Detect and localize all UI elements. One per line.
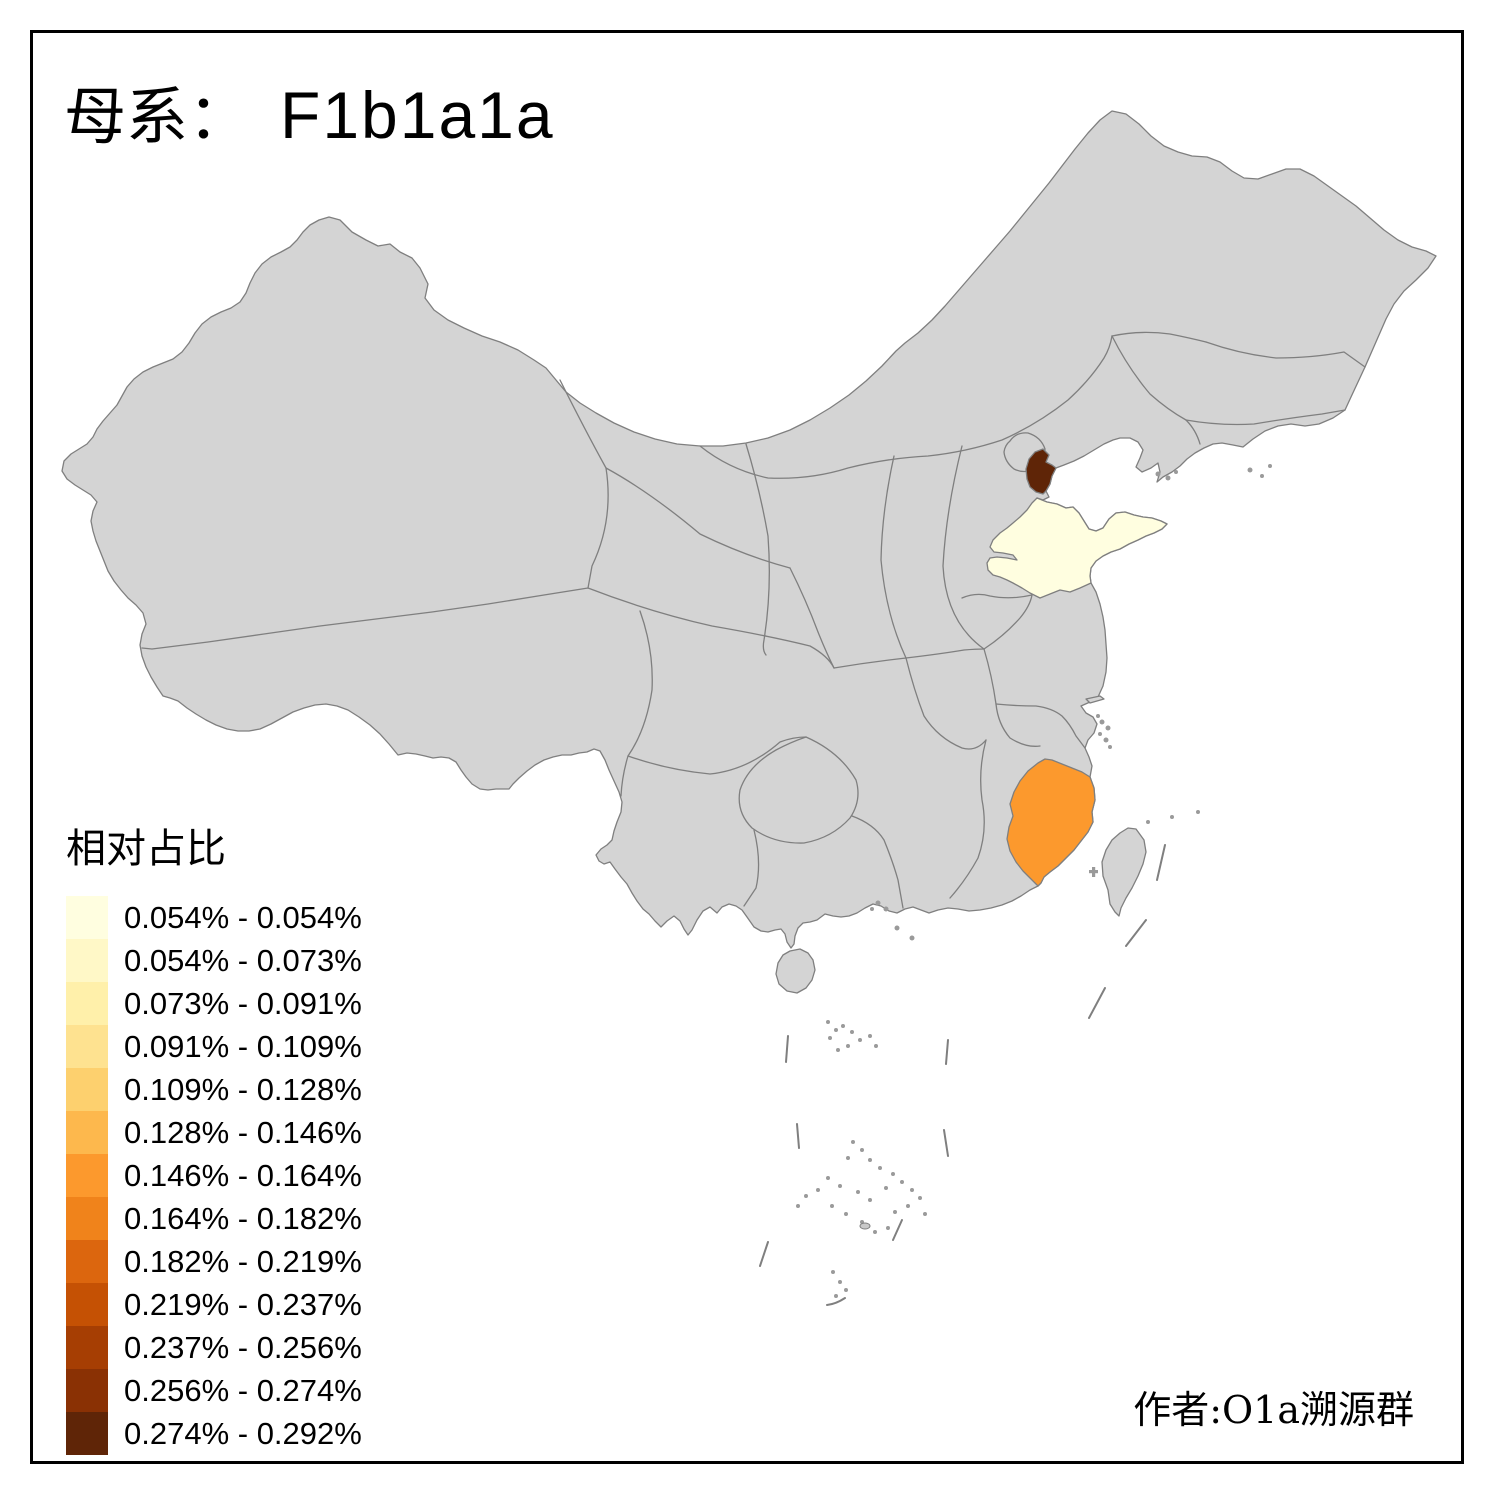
legend-label: 0.146% - 0.164% — [124, 1157, 362, 1193]
author-credit: 作者:O1a溯源群 — [1133, 1388, 1414, 1432]
legend-swatch — [66, 1197, 108, 1240]
hainan-island — [775, 948, 816, 994]
legend-row: 0.182% - 0.219% — [66, 1240, 362, 1283]
legend-swatch — [66, 1025, 108, 1068]
legend-label: 0.073% - 0.091% — [124, 985, 362, 1021]
legend-row: 0.109% - 0.128% — [66, 1068, 362, 1111]
legend-label: 0.109% - 0.128% — [124, 1071, 362, 1107]
taiwan-island — [1101, 827, 1147, 917]
legend-title: 相对占比 — [66, 826, 226, 872]
legend-label: 0.128% - 0.146% — [124, 1114, 362, 1150]
page-title: 母系： F1b1a1a — [64, 66, 555, 156]
legend-label: 0.182% - 0.219% — [124, 1243, 362, 1279]
legend-swatch — [66, 982, 108, 1025]
legend: 相对占比 0.054% - 0.054% 0.054% - 0.073% 0.0… — [66, 816, 362, 1455]
legend-label: 0.219% - 0.237% — [124, 1286, 362, 1322]
legend-label: 0.274% - 0.292% — [124, 1415, 362, 1451]
legend-row: 0.146% - 0.164% — [66, 1154, 362, 1197]
legend-label: 0.054% - 0.073% — [124, 942, 362, 978]
region-tianjin — [1025, 448, 1057, 495]
legend-label: 0.256% - 0.274% — [124, 1372, 362, 1408]
legend-swatch — [66, 1283, 108, 1326]
legend-swatch — [66, 1154, 108, 1197]
legend-row: 0.219% - 0.237% — [66, 1283, 362, 1326]
chongming-island — [1085, 695, 1105, 704]
legend-label: 0.237% - 0.256% — [124, 1329, 362, 1365]
legend-row: 0.128% - 0.146% — [66, 1111, 362, 1154]
legend-label: 0.164% - 0.182% — [124, 1200, 362, 1236]
legend-row: 0.091% - 0.109% — [66, 1025, 362, 1068]
legend-swatch — [66, 1412, 108, 1455]
region-fujian — [1006, 758, 1096, 887]
title-prefix: 母系： — [64, 80, 251, 153]
legend-label: 0.091% - 0.109% — [124, 1028, 362, 1064]
legend-swatch — [66, 1111, 108, 1154]
legend-row: 0.274% - 0.292% — [66, 1412, 362, 1455]
legend-row: 0.256% - 0.274% — [66, 1369, 362, 1412]
legend-row: 0.237% - 0.256% — [66, 1326, 362, 1369]
region-shandong — [986, 497, 1168, 599]
legend-row: 0.164% - 0.182% — [66, 1197, 362, 1240]
legend-swatch — [66, 1326, 108, 1369]
legend-swatch — [66, 1068, 108, 1111]
legend-swatch — [66, 896, 108, 939]
legend-swatch — [66, 939, 108, 982]
title-haplogroup: F1b1a1a — [280, 78, 555, 152]
nine-dash-line — [759, 844, 1166, 1306]
legend-swatch — [66, 1369, 108, 1412]
province-borders — [141, 331, 1366, 909]
legend-row: 0.054% - 0.054% — [66, 896, 362, 939]
small-islands — [796, 464, 1272, 1298]
legend-rows: 0.054% - 0.054% 0.054% - 0.073% 0.073% -… — [66, 896, 362, 1455]
legend-swatch — [66, 1240, 108, 1283]
legend-label: 0.054% - 0.054% — [124, 899, 362, 935]
legend-row: 0.073% - 0.091% — [66, 982, 362, 1025]
legend-row: 0.054% - 0.073% — [66, 939, 362, 982]
